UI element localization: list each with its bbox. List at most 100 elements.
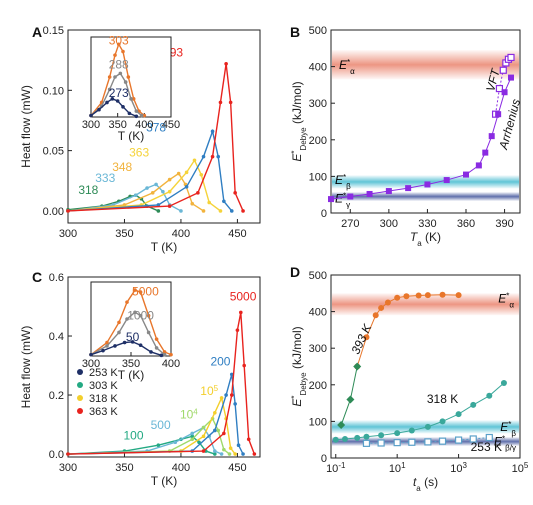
series-10^4-point xyxy=(201,425,206,430)
series-10^5-point xyxy=(233,452,237,456)
x-tick-label: 400 xyxy=(135,119,153,131)
x-tick-label: 350 xyxy=(115,462,133,474)
y-axis-label: E*Debye (kJ/mol) xyxy=(290,326,308,406)
series-363-point xyxy=(199,172,204,177)
series-393-point xyxy=(228,100,233,105)
series-Arrhenius xyxy=(330,77,512,200)
series-348-point xyxy=(167,177,172,182)
plot-frame xyxy=(90,36,172,118)
data-point xyxy=(346,395,355,404)
x-tick-label: 101 xyxy=(389,461,406,476)
data-point xyxy=(488,133,495,140)
y-tick-label: 200 xyxy=(309,135,327,147)
legend-label: 318 K xyxy=(89,393,118,405)
legend-marker xyxy=(77,382,83,388)
series-5000-point xyxy=(66,452,70,456)
series-10^4-point xyxy=(190,437,195,442)
inset-series-50-point xyxy=(149,350,153,354)
series-10^4-point xyxy=(227,452,232,456)
data-point xyxy=(377,439,385,447)
series-100-point xyxy=(190,434,195,439)
inset-series-288-point xyxy=(113,75,117,79)
data-point xyxy=(424,292,431,299)
annotation-253k: 253 K xyxy=(471,440,502,454)
data-point xyxy=(495,111,502,118)
data-point xyxy=(363,334,370,341)
series-378-point xyxy=(184,185,189,189)
series-378-point xyxy=(201,154,206,159)
x-tick-label: 450 xyxy=(228,228,246,240)
series-5000-point xyxy=(242,363,246,368)
data-point xyxy=(385,188,392,195)
series-363-point xyxy=(167,189,172,194)
data-point xyxy=(366,190,373,197)
inset-background xyxy=(91,282,171,356)
x-axis-label: Ta (K) xyxy=(410,230,441,248)
series-5000-point xyxy=(239,310,243,315)
data-point xyxy=(342,435,349,442)
inset-series-303-point xyxy=(116,42,121,47)
series-378-point xyxy=(229,209,234,213)
legend-label: 303 K xyxy=(89,380,118,392)
data-point xyxy=(353,362,362,371)
series-500-point xyxy=(213,449,217,453)
data-point xyxy=(363,433,370,440)
inset-series-5000-point xyxy=(133,288,137,292)
x-tick-label: 350 xyxy=(115,228,133,240)
y-tick-label: 500 xyxy=(309,25,327,37)
y-axis-label: Heat flow (mW) xyxy=(19,326,33,409)
inset-series-1000-point xyxy=(133,310,137,315)
data-point xyxy=(470,401,477,408)
x-axis-label: T (K) xyxy=(118,368,144,382)
data-point xyxy=(394,294,401,301)
x-tick-label: 390 xyxy=(495,218,513,230)
y-tick-label: 0.10 xyxy=(43,85,64,97)
y-tick-label: 500 xyxy=(309,270,327,282)
series-10^4-point xyxy=(216,428,221,433)
data-point xyxy=(455,292,462,299)
inset-series-1000-point xyxy=(138,313,143,318)
y-tick-label: 100 xyxy=(309,416,327,428)
x-axis-label: T (K) xyxy=(118,129,144,143)
y-tick-label: 0.6 xyxy=(49,272,64,284)
legend-label: 363 K xyxy=(89,406,118,418)
series-393-K-early xyxy=(340,366,358,426)
series-318-point xyxy=(156,209,161,213)
y-tick-label: 400 xyxy=(309,62,327,74)
x-tick-label: 300 xyxy=(82,358,100,370)
band-label-betagamma: E*β/γ xyxy=(494,434,516,452)
series-348-point xyxy=(150,191,155,195)
plot-frame xyxy=(67,29,261,224)
series-393-point xyxy=(210,154,215,159)
panel-a: A 300 350 400 450 0.00 0.05 0.10 0.15 T (K) Heat f… xyxy=(19,24,261,254)
series-5000-point xyxy=(222,431,226,436)
series-363-point xyxy=(218,209,223,213)
data-point xyxy=(384,299,391,306)
panel-label-b: B xyxy=(290,24,300,40)
inset-series-50-point xyxy=(89,352,93,357)
data-point xyxy=(337,421,346,430)
inset-series-1000-point xyxy=(117,330,121,335)
legend-marker xyxy=(77,369,83,375)
series-348-point xyxy=(176,171,181,176)
inset-series-288-point xyxy=(139,113,144,118)
series-378-point xyxy=(156,203,161,207)
series-393-point xyxy=(66,209,70,213)
y-tick-label: 100 xyxy=(309,171,327,183)
inset-series-303-point xyxy=(121,49,125,54)
inset-series-50-point xyxy=(138,343,143,348)
y-tick-label: 200 xyxy=(309,380,327,392)
series-333-point xyxy=(161,189,165,194)
series-label-200: 200 xyxy=(210,355,230,369)
series-100-point xyxy=(156,443,161,447)
series-label-100: 100 xyxy=(123,428,143,442)
annotation-vft: VFT xyxy=(483,66,503,93)
data-point xyxy=(499,66,507,74)
series-393-point xyxy=(196,191,200,195)
inset-series-303-point xyxy=(142,113,147,118)
inset-label-1000: 1000 xyxy=(127,309,154,323)
band-label-beta: E*β xyxy=(335,172,351,190)
series-363 xyxy=(67,158,221,212)
series-label-318: 318 xyxy=(78,183,98,197)
